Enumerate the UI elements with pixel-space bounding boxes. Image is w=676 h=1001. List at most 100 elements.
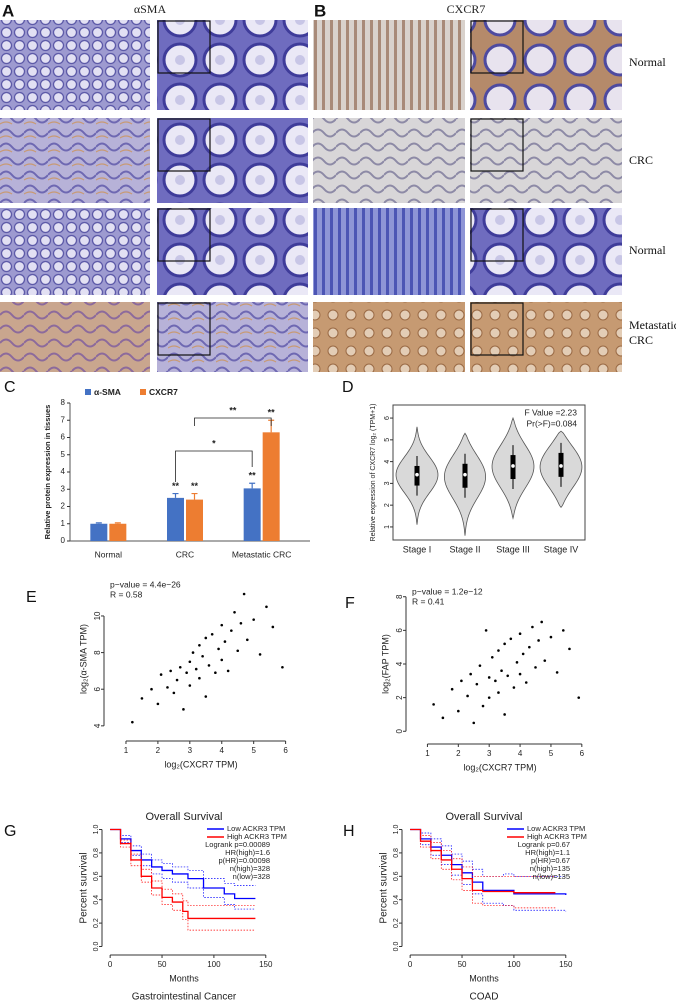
legend-label: CXCR7 [149, 387, 178, 397]
point [204, 695, 208, 698]
y-tick-label: 4 [61, 467, 66, 476]
point [210, 632, 214, 636]
point [159, 673, 163, 676]
y-tick-label: 4 [93, 723, 102, 728]
bar [262, 432, 280, 541]
statistic: HR(high)=1.1 [525, 848, 570, 857]
y-tick-label: 0.0 [93, 942, 100, 952]
y-tick-label: 6 [93, 686, 102, 691]
x-tick-label: 1 [425, 749, 430, 758]
point [188, 684, 192, 687]
y-tick-label: 0 [61, 536, 66, 545]
bracket [175, 450, 253, 482]
y-tick-label: 0.8 [93, 848, 100, 858]
x-tick-label: Metastatic CRC [232, 549, 292, 559]
point [169, 669, 172, 673]
legend-label: High ACKR3 TPM [527, 832, 587, 841]
point [432, 703, 435, 706]
inset-frame [470, 20, 524, 74]
point [182, 708, 185, 711]
confidence-band [110, 829, 256, 906]
point [457, 709, 460, 713]
confidence-band [410, 829, 556, 909]
histology-image [470, 208, 622, 295]
statistic: n(low)=328 [233, 872, 270, 881]
y-axis-label: Relative protein expression in tissues [43, 405, 52, 540]
point [540, 620, 543, 624]
x-tick-label: 5 [251, 746, 256, 755]
significance: ** [191, 481, 199, 491]
point [506, 674, 510, 678]
y-tick-label: 8 [395, 594, 404, 599]
stain-title: CXCR7 [447, 2, 486, 16]
point [487, 696, 491, 699]
row-label: CRC [629, 153, 654, 167]
y-tick-label: 3 [384, 481, 391, 485]
annotation: p−value = 1.2e−12 [412, 586, 483, 596]
chart-title: Overall Survival [445, 811, 522, 823]
caption: Gastrointestinal Cancer [132, 992, 237, 1001]
y-tick-label: 0.0 [393, 942, 400, 952]
point [201, 654, 204, 658]
point [475, 682, 479, 686]
point [518, 672, 522, 676]
y-axis-label: log₂(α-SMA TPM) [78, 624, 88, 694]
y-tick-label: 2 [61, 502, 66, 511]
point [503, 642, 506, 646]
bar [167, 497, 184, 541]
legend-label: α-SMA [94, 387, 121, 397]
point [188, 660, 192, 664]
significance: ** [249, 471, 257, 481]
point [500, 669, 503, 673]
point [490, 655, 494, 659]
point [487, 676, 491, 679]
legend-label: Low ACKR3 TPM [527, 824, 585, 833]
x-tick-label: 50 [158, 960, 167, 969]
panel-label: A [2, 1, 14, 20]
x-tick-label: 3 [188, 746, 193, 755]
point [156, 702, 160, 706]
statistic: Logrank p=0.00089 [205, 840, 270, 849]
y-tick-label: 2 [384, 503, 391, 507]
point [150, 687, 153, 691]
y-tick-label: 0.4 [393, 895, 400, 905]
point [484, 629, 488, 632]
histology-image [313, 208, 465, 295]
point [515, 661, 519, 664]
point [531, 625, 534, 629]
point [518, 632, 522, 636]
x-tick-label: 2 [156, 746, 161, 755]
point [503, 713, 506, 716]
x-tick-label: 150 [259, 960, 273, 969]
y-tick-label: 5 [61, 450, 66, 459]
point [271, 625, 275, 629]
point [568, 647, 571, 651]
point [534, 666, 537, 669]
histology-image [313, 302, 465, 372]
point [245, 638, 249, 642]
x-tick-label: Stage III [496, 544, 530, 554]
x-tick-label: Stage IV [544, 544, 579, 554]
x-tick-label: Stage I [403, 544, 432, 554]
point [481, 704, 485, 708]
bar [90, 523, 108, 541]
point [258, 653, 262, 656]
point [131, 720, 134, 724]
error-bar [95, 522, 102, 524]
plot-frame [392, 404, 586, 541]
x-axis-label: Months [469, 973, 499, 983]
y-tick-label: 8 [61, 398, 66, 407]
point [441, 716, 445, 720]
y-tick-label: 1 [61, 519, 66, 528]
point [175, 678, 179, 682]
point [512, 686, 516, 689]
point [478, 664, 482, 667]
point [494, 679, 497, 683]
confidence-band [410, 829, 556, 877]
point [252, 618, 255, 621]
point [577, 696, 581, 699]
median [463, 472, 467, 477]
histology-image [470, 302, 622, 372]
point [239, 621, 243, 625]
x-tick-label: Normal [95, 549, 123, 559]
